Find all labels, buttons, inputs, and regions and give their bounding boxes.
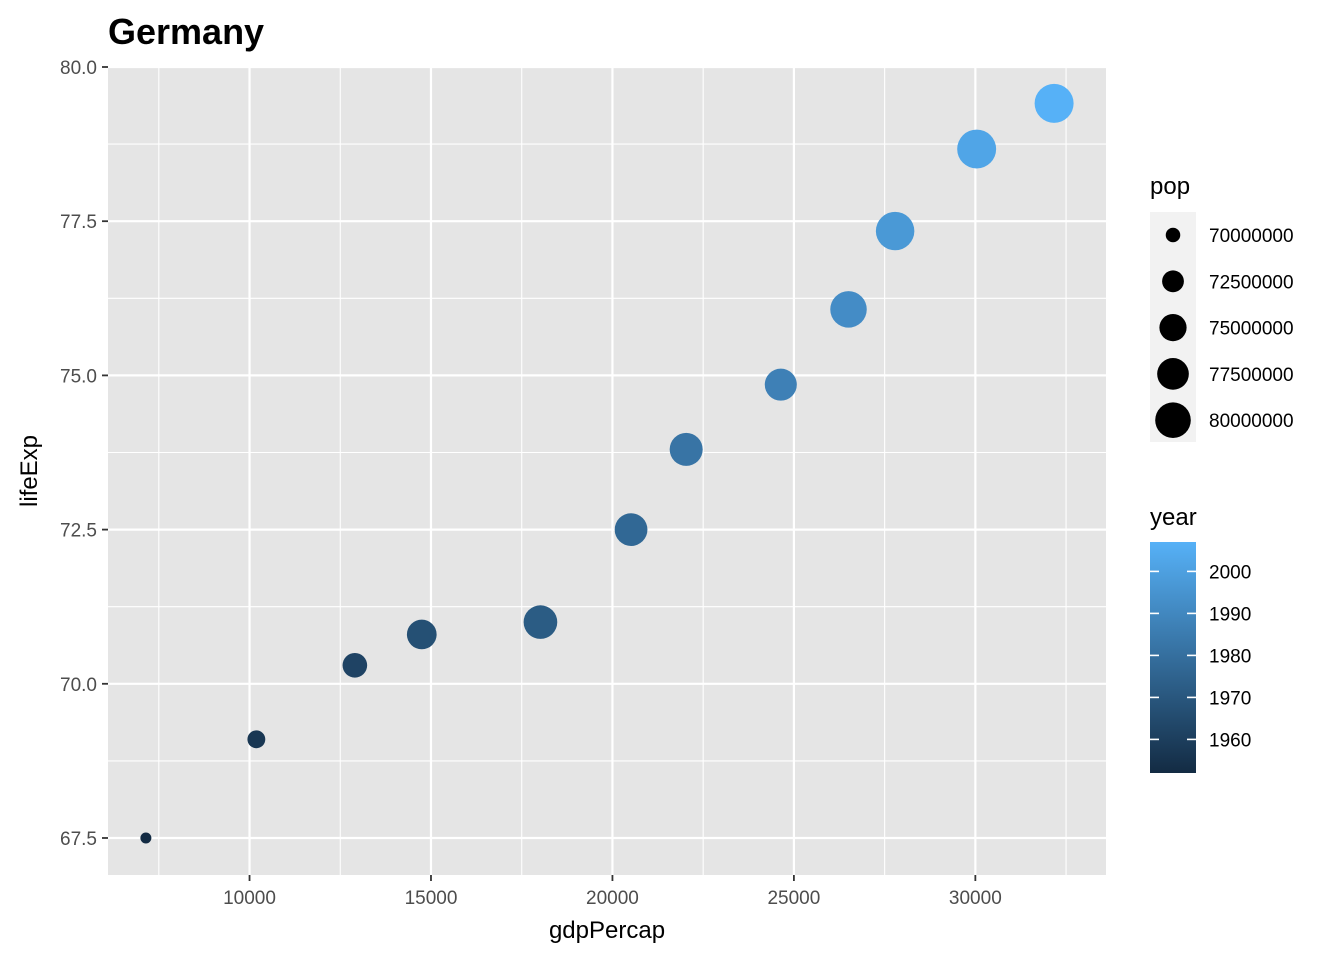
data-point <box>523 605 558 639</box>
major-gridlines <box>108 65 1106 875</box>
data-point <box>764 368 797 401</box>
chart-title: Germany <box>108 11 264 52</box>
color-legend: year 1960 1970 1980 1990 2000 <box>1150 504 1251 773</box>
size-legend-key <box>1162 270 1184 293</box>
x-tick-label: 10000 <box>223 888 276 909</box>
color-legend-label: 1980 <box>1209 646 1251 667</box>
x-tick-label: 25000 <box>767 888 820 909</box>
color-legend-label: 1990 <box>1209 604 1251 625</box>
y-tick-label: 77.5 <box>60 212 97 233</box>
size-legend-key <box>1159 314 1187 342</box>
size-legend-label: 80000000 <box>1209 411 1294 432</box>
size-legend-title: pop <box>1150 173 1190 200</box>
size-legend-label: 75000000 <box>1209 319 1294 340</box>
data-points <box>140 83 1074 844</box>
size-legend: pop 70000000 72500000 75000000 77500000 8000… <box>1150 173 1294 442</box>
colorbar <box>1150 542 1196 773</box>
color-legend-title: year <box>1150 504 1197 531</box>
y-tick-label: 70.0 <box>60 675 97 696</box>
x-tick-label: 30000 <box>949 888 1002 909</box>
color-legend-label: 1970 <box>1209 688 1251 709</box>
y-tick-label: 72.5 <box>60 521 97 542</box>
x-axis-title: gdpPercap <box>549 917 665 944</box>
y-tick-label: 80.0 <box>60 58 97 79</box>
size-legend-key <box>1157 358 1189 390</box>
x-axis: 10000 15000 20000 25000 30000 <box>223 875 1002 909</box>
color-legend-label: 1960 <box>1209 730 1251 751</box>
minor-gridlines <box>108 67 1106 875</box>
x-tick-label: 15000 <box>405 888 458 909</box>
data-point <box>957 129 997 169</box>
data-point <box>140 832 152 844</box>
data-point <box>342 652 368 678</box>
data-point <box>669 432 703 466</box>
size-legend-label: 70000000 <box>1209 226 1294 247</box>
size-legend-label: 77500000 <box>1209 365 1294 386</box>
y-axis: 67.5 70.0 72.5 75.0 77.5 80.0 <box>60 58 108 850</box>
data-point <box>875 211 915 251</box>
size-legend-key <box>1165 227 1181 243</box>
data-point <box>406 619 437 650</box>
size-legend-label: 72500000 <box>1209 272 1294 293</box>
y-tick-label: 75.0 <box>60 366 97 387</box>
data-point <box>247 730 266 749</box>
data-point <box>830 291 867 328</box>
plot-panel <box>108 67 1106 875</box>
data-point <box>1034 83 1074 123</box>
y-axis-title: lifeExp <box>16 435 43 507</box>
size-legend-key <box>1155 402 1191 439</box>
color-legend-label: 2000 <box>1209 562 1251 583</box>
x-tick-label: 20000 <box>586 888 639 909</box>
y-tick-label: 67.5 <box>60 829 97 850</box>
data-point <box>614 513 648 546</box>
